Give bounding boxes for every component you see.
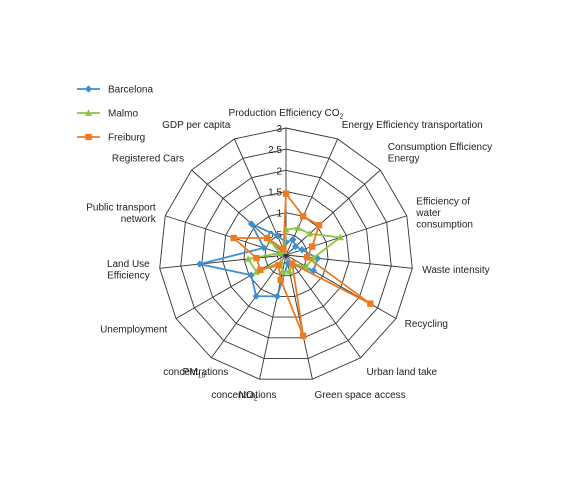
grid-ring-2 [201, 169, 371, 339]
data-point-freiburg [263, 234, 271, 242]
spoke-10 [175, 254, 287, 319]
data-point-malmo [336, 233, 344, 241]
legend-item-malmo: Malmo [77, 109, 138, 120]
data-point-barcelona [284, 259, 292, 267]
data-point-barcelona [247, 220, 255, 228]
data-point-barcelona [291, 242, 300, 251]
data-point-barcelona [273, 292, 281, 301]
data-point-freiburg [277, 276, 284, 284]
axis-label: GDP per capita [162, 120, 231, 131]
data-point-freiburg [299, 332, 307, 339]
data-point-malmo [309, 254, 317, 261]
tick-label: 2 [276, 166, 282, 177]
axis-label: NO2 concentrations [209, 390, 277, 403]
legend-marker-barcelona [84, 85, 93, 93]
data-point-freiburg [315, 222, 323, 229]
legend-marker-malmo [84, 109, 93, 116]
tick-label: 1 [276, 209, 282, 220]
series-malmo [244, 224, 344, 275]
data-point-barcelona [273, 232, 281, 240]
spoke-8 [259, 254, 287, 380]
data-point-malmo [278, 267, 287, 275]
axis-label: Waste intensity [422, 265, 489, 276]
legend: Barcelona Malmo Freiburg [77, 85, 153, 144]
data-point-malmo [305, 230, 314, 237]
axis-label: Green space access [314, 390, 405, 401]
grid-ring-3 [159, 127, 413, 380]
data-point-malmo [244, 255, 252, 262]
data-point-malmo [294, 224, 302, 231]
tick-label: 2.5 [268, 145, 282, 156]
data-point-freiburg [308, 243, 316, 250]
data-point-malmo [276, 249, 284, 256]
data-point-barcelona [260, 244, 268, 252]
data-point-barcelona [252, 292, 260, 300]
data-point-freiburg [275, 262, 282, 269]
legend-marker-freiburg [85, 133, 92, 141]
legend-label-freiburg: Freiburg [108, 133, 145, 144]
grid-ring-2.5 [180, 148, 392, 359]
radar-series [196, 190, 374, 339]
tick-label: 1.5 [268, 188, 282, 199]
data-point-freiburg [303, 254, 311, 261]
axis-label: Recycling [405, 319, 448, 330]
tick-label: 0 [276, 251, 282, 262]
data-point-freiburg [280, 246, 287, 253]
data-point-barcelona [247, 271, 255, 279]
data-point-freiburg [257, 266, 264, 274]
axis-label: Consumption Efficiency Energy [388, 142, 492, 165]
data-point-barcelona [298, 246, 306, 254]
data-point-freiburg [282, 190, 290, 197]
spoke-7 [285, 254, 313, 380]
axis-label: Urban land take [367, 367, 438, 378]
series-line-freiburg [232, 192, 372, 337]
axis-label: Public transport network [86, 202, 156, 225]
legend-item-barcelona: Barcelona [77, 85, 153, 96]
axis-label: Efficiency of water consumption [415, 197, 473, 231]
spoke-9 [210, 254, 287, 359]
axis-label: PM10 concentrations [160, 367, 228, 380]
data-point-barcelona [289, 235, 297, 244]
data-point-barcelona [196, 260, 204, 268]
data-point-malmo [302, 263, 310, 270]
grid-ring-1.5 [222, 191, 350, 318]
axis-label: Unemployment [100, 325, 167, 336]
legend-item-freiburg: Freiburg [77, 133, 145, 144]
spoke-11 [159, 254, 287, 269]
axis-label: Energy Efficiency transportation [342, 120, 483, 131]
data-point-malmo [285, 267, 294, 275]
legend-label-malmo: Malmo [108, 109, 138, 120]
spoke-2 [285, 169, 381, 256]
legend-label-barcelona: Barcelona [108, 85, 153, 96]
spoke-1 [285, 138, 339, 256]
data-point-freiburg [230, 234, 237, 242]
spoke-3 [285, 215, 407, 256]
series-line-malmo [247, 227, 342, 273]
data-point-freiburg [289, 260, 296, 267]
data-point-freiburg [367, 300, 374, 307]
axis-label: Registered Cars [112, 153, 184, 164]
grid-ring-0.5 [264, 233, 308, 277]
series-freiburg [230, 190, 374, 339]
data-point-freiburg [253, 254, 260, 262]
axis-label: Production Efficiency CO2 [229, 108, 344, 121]
spoke-6 [285, 254, 362, 359]
axis-label: Land Use Efficiency [107, 259, 150, 282]
data-point-freiburg [300, 213, 307, 220]
data-point-malmo [253, 268, 261, 275]
tick-label: 3 [276, 124, 282, 135]
